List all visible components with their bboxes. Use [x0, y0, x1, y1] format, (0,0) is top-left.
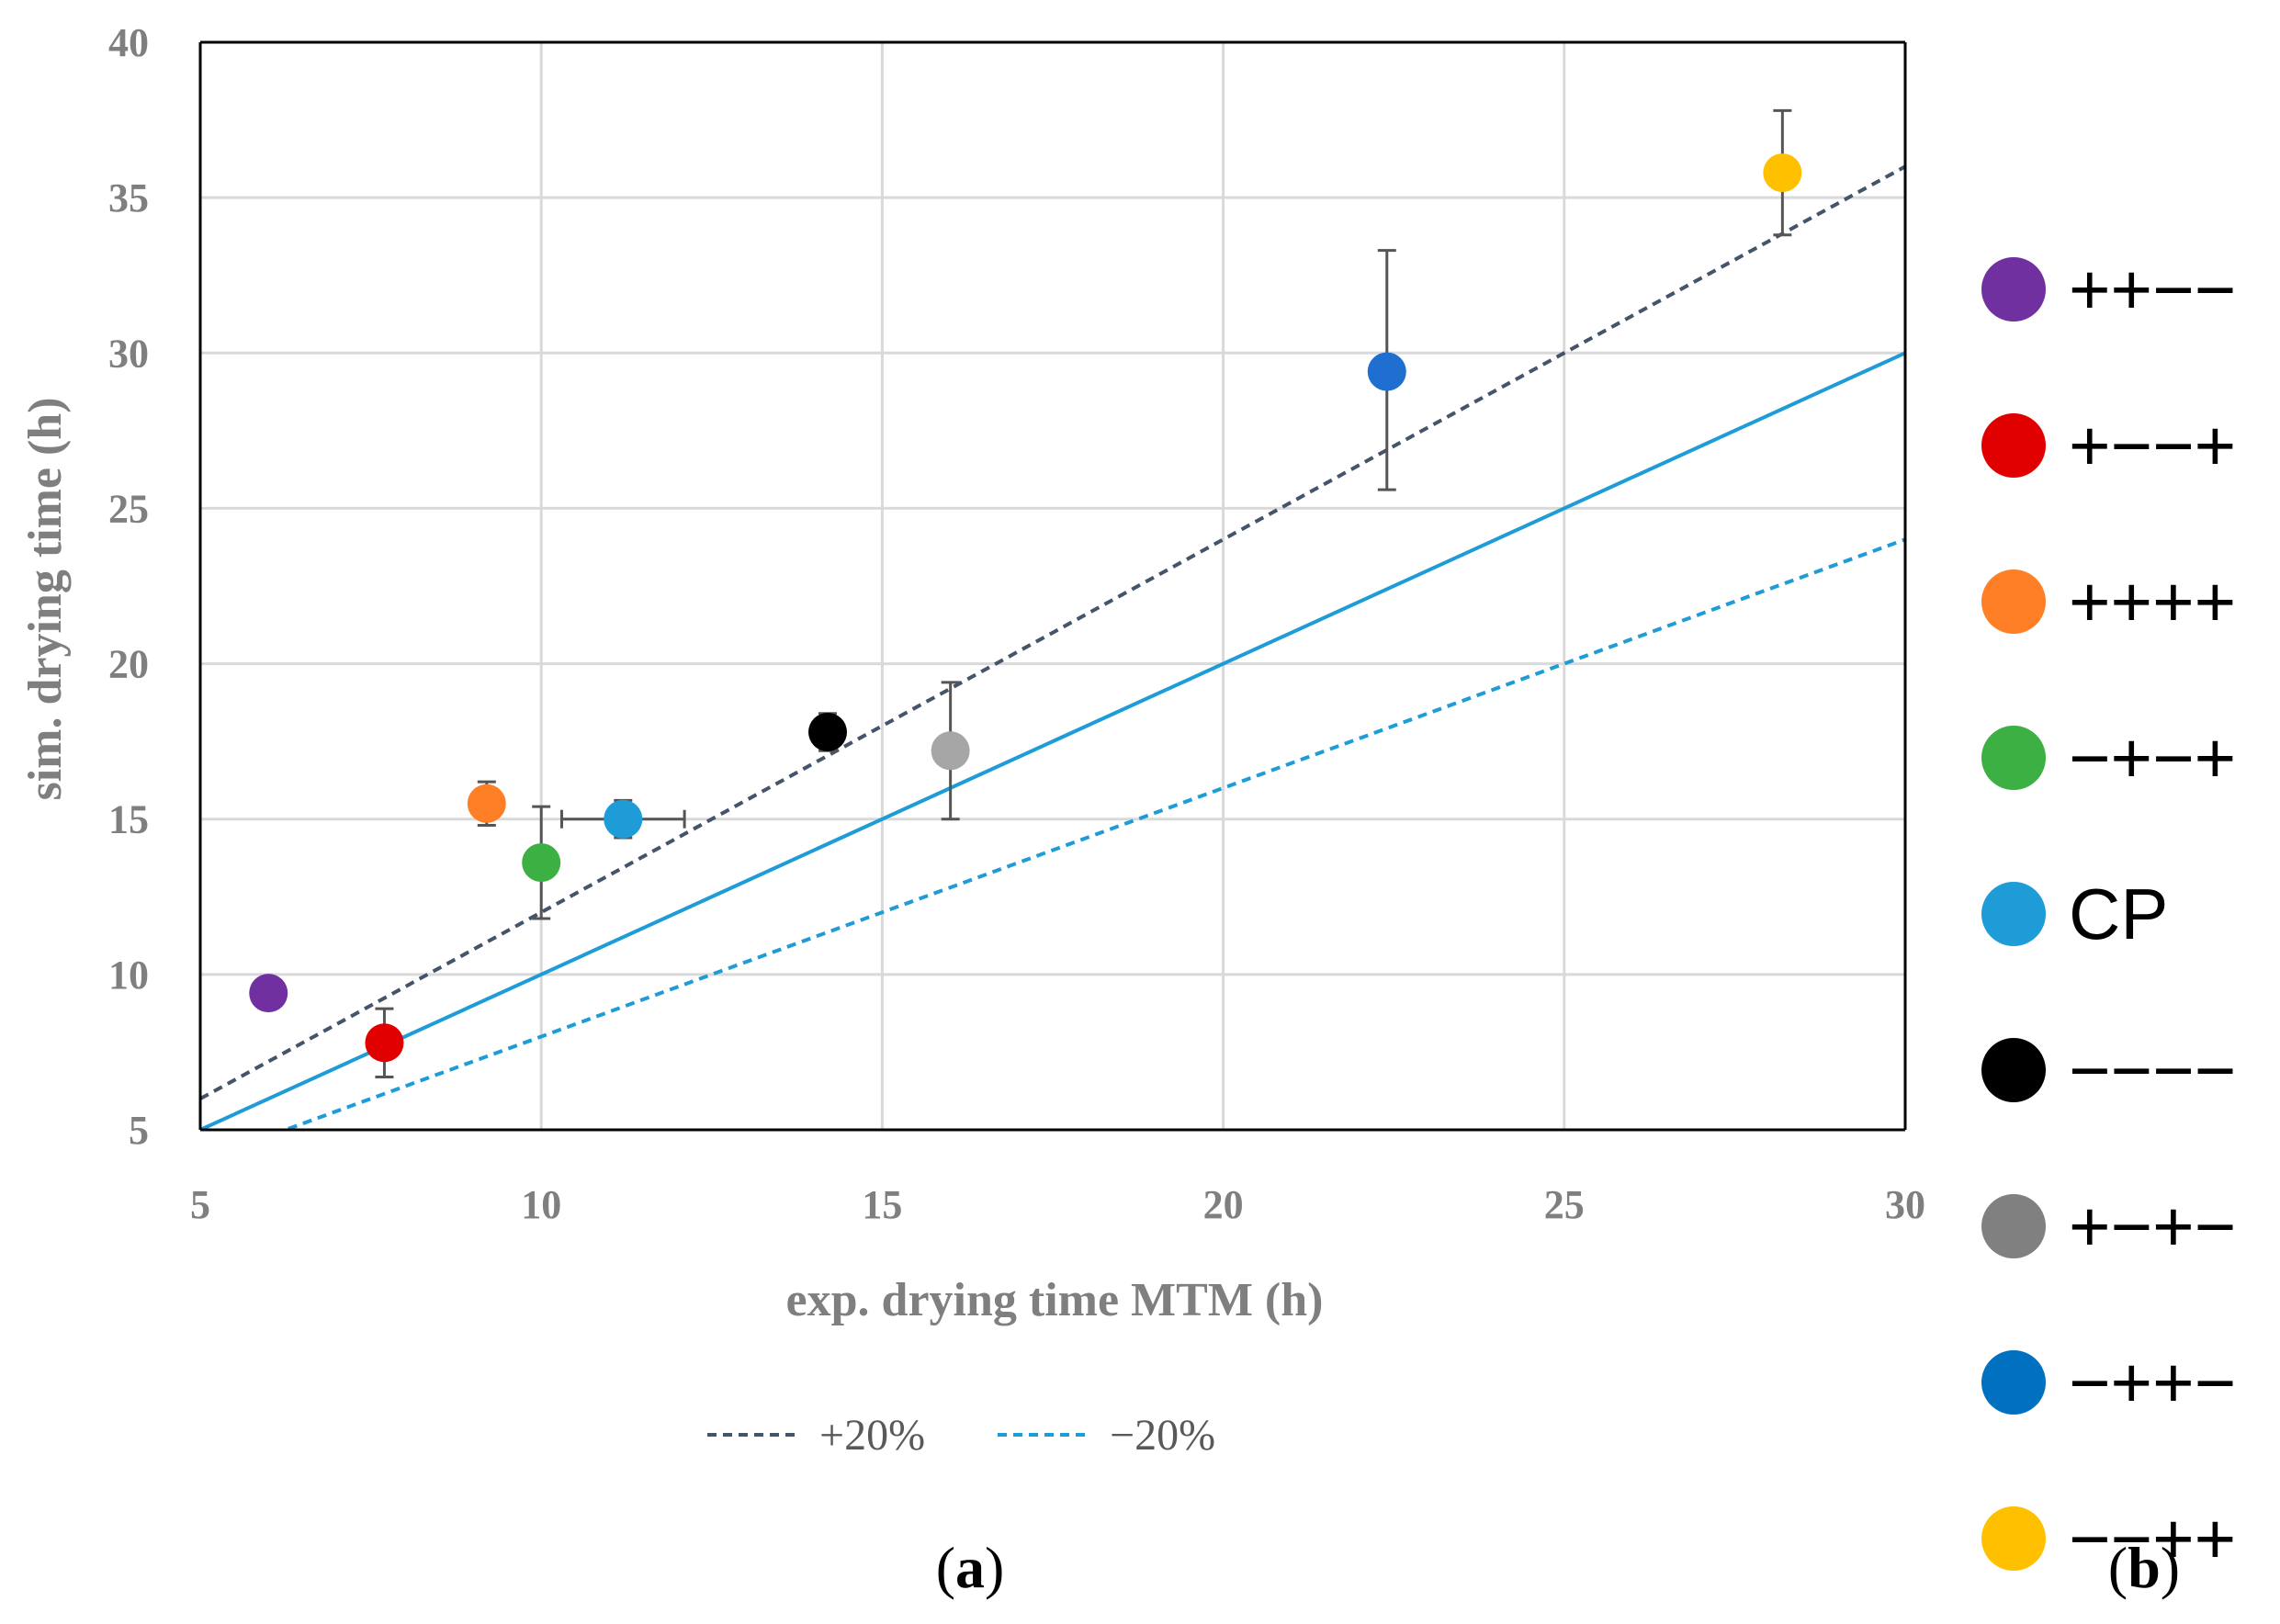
y-tick-label: 40 — [108, 20, 149, 65]
data-point — [249, 974, 288, 1013]
reference-lines — [200, 164, 1905, 1130]
side-legend: ++−− +−−+ ++++ −+−+ CP −−−− +−+− −++− −−++ — [1981, 249, 2236, 1579]
data-point — [808, 712, 848, 751]
x-tick-label: 15 — [862, 1182, 902, 1227]
y-tick-label: 30 — [108, 331, 149, 376]
panel-label-b: (b) — [2108, 1535, 2180, 1600]
data-points — [249, 153, 1802, 1063]
panel-label-b-close: ) — [2161, 1535, 2180, 1600]
panel-label-b-letter: b — [2128, 1535, 2161, 1600]
x-tick-label: 10 — [521, 1182, 561, 1227]
x-tick-label: 20 — [1203, 1182, 1244, 1227]
side-legend-label: −−++ — [2069, 1498, 2236, 1579]
identity-line — [200, 351, 1905, 1130]
y-tick-label: 5 — [129, 1108, 149, 1153]
data-point — [467, 784, 506, 823]
side-legend-marker — [1981, 257, 2046, 321]
side-legend-label: ++−− — [2069, 249, 2236, 330]
y-tick-label: 25 — [108, 486, 149, 531]
panel-label-a-letter: a — [955, 1535, 985, 1600]
panel-label-b-open: ( — [2108, 1535, 2128, 1600]
x-axis-title: exp. drying time MTM (h) — [786, 1274, 1324, 1326]
y-tick-label: 35 — [108, 175, 149, 220]
side-legend-marker — [1981, 882, 2046, 946]
grid — [198, 40, 1907, 1132]
error-bars — [375, 108, 1792, 1078]
x-tick-label: 30 — [1885, 1182, 1925, 1227]
side-legend-marker — [1981, 1506, 2046, 1571]
data-point — [931, 731, 970, 771]
y-tick-label: 15 — [108, 797, 149, 842]
minus-20-line — [279, 537, 1905, 1130]
side-legend-marker — [1981, 1038, 2046, 1102]
bottom-legend-label: +20% — [819, 1411, 925, 1460]
side-legend-label: +−−+ — [2069, 405, 2236, 486]
bottom-legend: +20% −20% — [707, 1411, 1215, 1460]
data-point — [365, 1023, 404, 1063]
x-tick-label: 5 — [190, 1182, 210, 1227]
data-point — [604, 799, 643, 839]
y-tick-label: 20 — [108, 642, 149, 687]
y-axis-title: sim. drying time (h) — [19, 397, 72, 800]
y-tick-labels: 5 10 15 20 25 30 35 40 — [108, 20, 149, 1153]
side-legend-marker — [1981, 1194, 2046, 1258]
side-legend-label: ++++ — [2069, 561, 2236, 642]
side-legend-label: +−+− — [2069, 1186, 2236, 1267]
y-tick-label: 10 — [108, 953, 149, 998]
side-legend-label: −−−− — [2069, 1030, 2236, 1111]
side-legend-marker — [1981, 726, 2046, 790]
data-point — [1367, 352, 1406, 391]
panel-label-a: (a) — [936, 1535, 1005, 1600]
data-point — [1763, 153, 1802, 193]
plot-frame — [198, 40, 1907, 1132]
data-point — [522, 843, 561, 883]
side-legend-marker — [1981, 570, 2046, 634]
panel-label-a-open: ( — [936, 1535, 955, 1600]
side-legend-label: −+−+ — [2069, 717, 2236, 798]
side-legend-label: CP — [2069, 874, 2168, 954]
side-legend-marker — [1981, 413, 2046, 478]
side-legend-marker — [1981, 1350, 2046, 1415]
bottom-legend-label: −20% — [1110, 1411, 1215, 1460]
panel-label-a-close: ) — [985, 1535, 1004, 1600]
side-legend-label: −++− — [2069, 1342, 2236, 1423]
x-tick-labels: 5 10 15 20 25 30 — [190, 1182, 1925, 1227]
plus-20-line — [200, 164, 1905, 1100]
x-tick-label: 25 — [1544, 1182, 1585, 1227]
